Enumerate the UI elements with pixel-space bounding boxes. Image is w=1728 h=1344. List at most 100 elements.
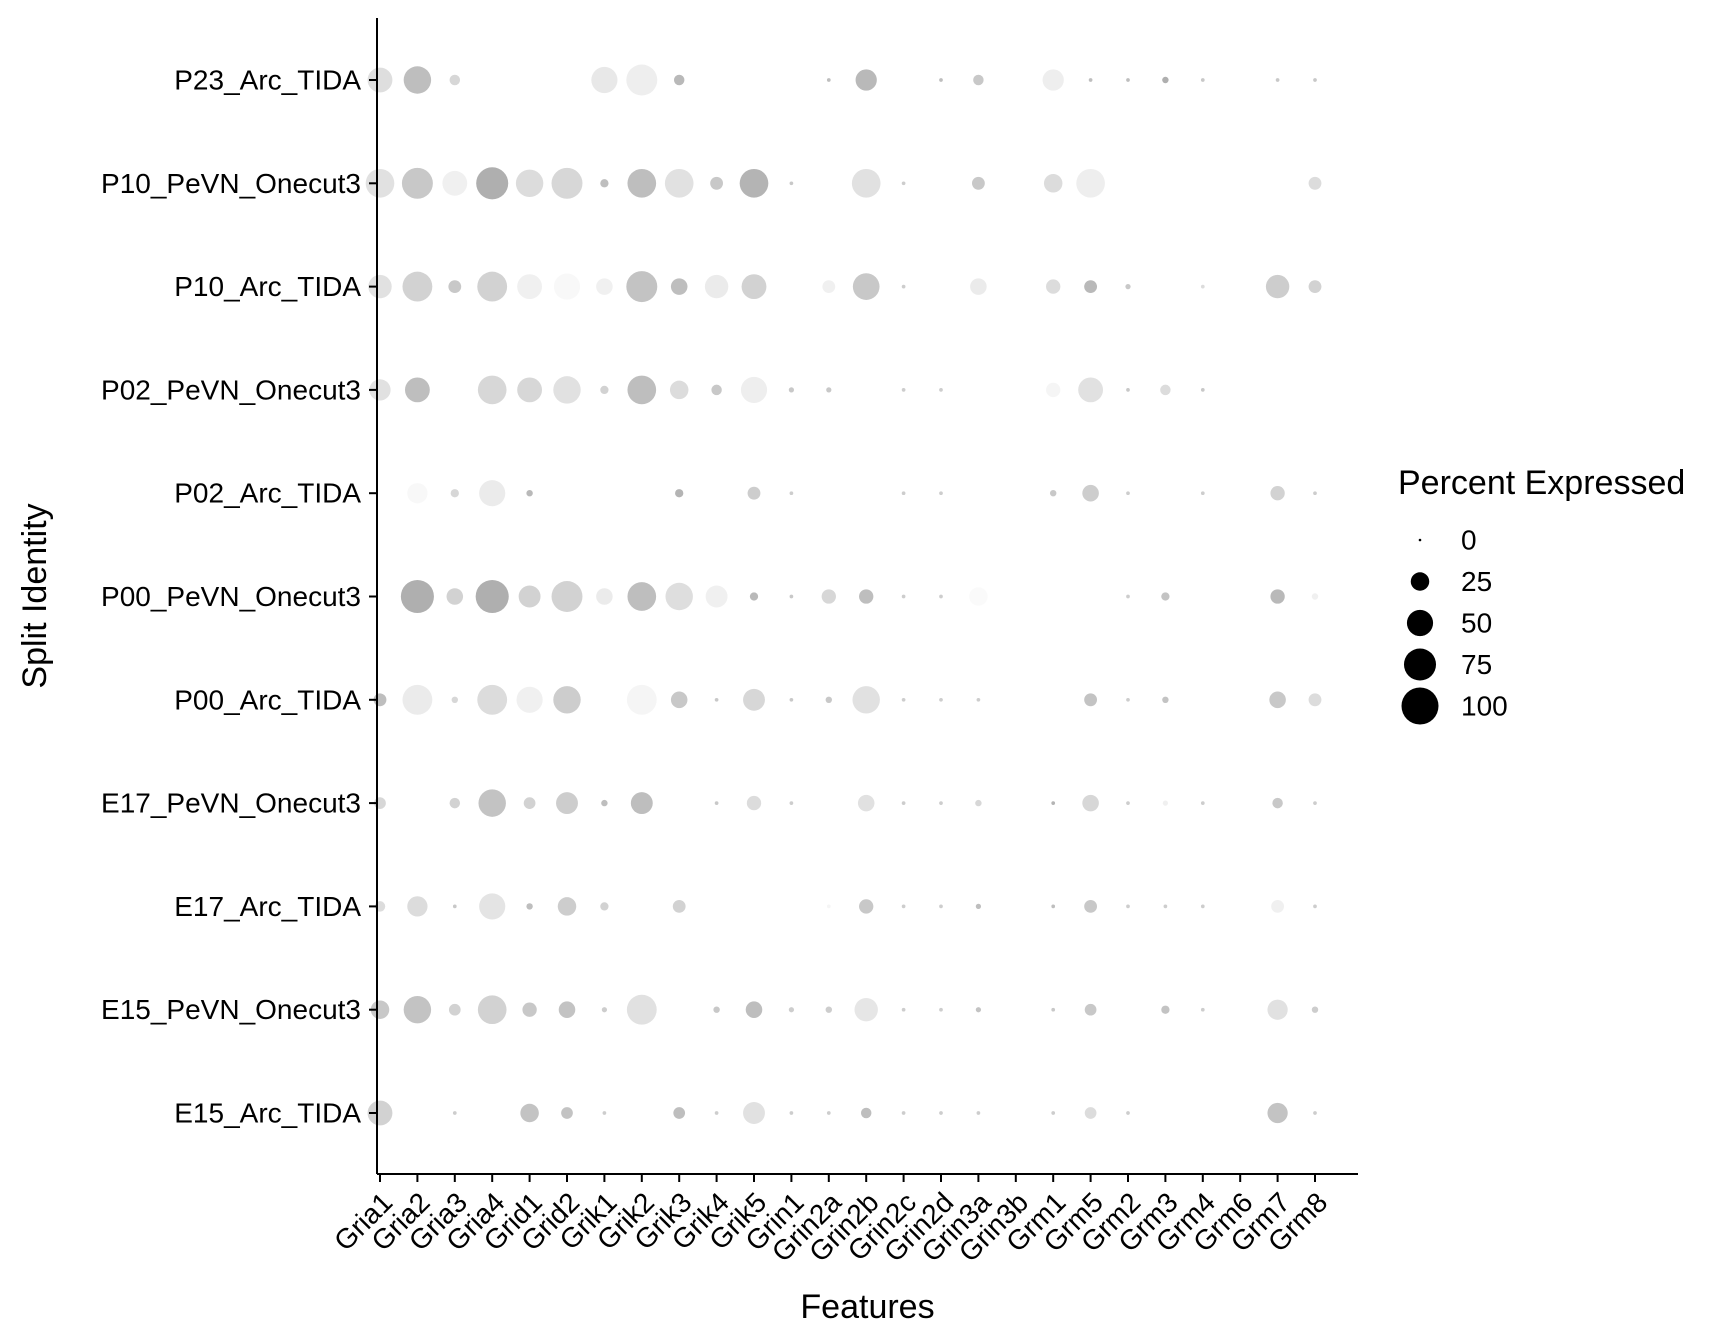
dot-E15_Arc_TIDA-Grik5 — [743, 1102, 765, 1124]
dot-E17_Arc_TIDA-Grik1 — [600, 902, 609, 911]
dot-E15_PeVN_Onecut3-Grid1 — [522, 1002, 537, 1017]
dot-P02_PeVN_Onecut3-Grik5 — [740, 376, 768, 403]
dot-P02_Arc_TIDA-Grm7 — [1270, 486, 1285, 501]
dot-P00_Arc_TIDA-Grin2a — [825, 696, 833, 704]
dot-P00_Arc_TIDA-Grik3 — [670, 691, 688, 709]
dot-P23_Arc_TIDA-Grin2b — [855, 69, 877, 91]
legend-dot-100 — [1401, 687, 1439, 725]
dot-P02_PeVN_Onecut3-Gria4 — [477, 375, 507, 405]
dot-P10_Arc_TIDA-Grm1 — [1046, 279, 1061, 294]
y-tick-label: E15_PeVN_Onecut3 — [101, 994, 361, 1025]
dot-E17_Arc_TIDA-Grik3 — [672, 899, 686, 913]
dot-E17_PeVN_Onecut3-Gria3 — [449, 797, 461, 809]
dot-P02_Arc_TIDA-Gria4 — [479, 480, 506, 507]
dot-E15_PeVN_Onecut3-Grin2b — [854, 997, 878, 1022]
dot-P00_Arc_TIDA-Grm8 — [1308, 693, 1322, 707]
dot-E17_Arc_TIDA-Grin3a — [975, 903, 982, 910]
dot-E15_PeVN_Onecut3-Grik4 — [713, 1006, 720, 1013]
dot-E17_Arc_TIDA-Grin2b — [859, 899, 874, 914]
dot-E17_Arc_TIDA-Grm4 — [1200, 904, 1205, 909]
dot-E15_PeVN_Onecut3-Grm1 — [1051, 1007, 1056, 1012]
dot-P23_Arc_TIDA-Grin3a — [973, 74, 984, 86]
dot-E15_Arc_TIDA-Grin3a — [976, 1111, 981, 1115]
dot-P00_PeVN_Onecut3-Grin2d — [939, 594, 943, 599]
y-tick-label: P10_PeVN_Onecut3 — [101, 168, 361, 199]
dot-P10_PeVN_Onecut3-Gria2 — [401, 167, 433, 199]
dot-P02_PeVN_Onecut3-Grin1 — [788, 387, 795, 393]
dot-P00_PeVN_Onecut3-Grik3 — [665, 582, 693, 611]
dot-P10_Arc_TIDA-Grik3 — [670, 278, 688, 295]
dot-P10_Arc_TIDA-Grm2 — [1125, 283, 1131, 290]
dot-E15_PeVN_Onecut3-Grin2c — [901, 1007, 906, 1012]
dot-P10_Arc_TIDA-Grin2c — [901, 284, 906, 289]
dot-P02_PeVN_Onecut3-Grm5 — [1078, 377, 1104, 403]
dot-E17_Arc_TIDA-Grin2d — [939, 904, 943, 909]
dot-P00_PeVN_Onecut3-Gria3 — [446, 588, 464, 605]
dot-P00_PeVN_Onecut3-Grm3 — [1161, 592, 1170, 601]
dot-E17_PeVN_Onecut3-Grin2c — [901, 801, 906, 805]
legend-label: 25 — [1461, 566, 1492, 597]
dot-P00_PeVN_Onecut3-Grid1 — [518, 585, 541, 608]
dot-E15_PeVN_Onecut3-Gria4 — [477, 995, 507, 1025]
dot-P00_Arc_TIDA-Grin1 — [789, 697, 794, 702]
dot-P00_PeVN_Onecut3-Gria2 — [400, 579, 434, 614]
y-tick-label: P00_PeVN_Onecut3 — [101, 581, 361, 612]
dot-P02_PeVN_Onecut3-Gria2 — [404, 377, 430, 403]
dot-E17_PeVN_Onecut3-Grik5 — [746, 795, 762, 811]
dot-E17_PeVN_Onecut3-Grik2 — [630, 792, 653, 815]
dot-E15_PeVN_Onecut3-Grik2 — [626, 994, 657, 1025]
y-tick-label: P02_PeVN_Onecut3 — [101, 374, 361, 405]
dot-P23_Arc_TIDA-Grm2 — [1126, 78, 1130, 82]
dot-P10_PeVN_Onecut3-Grid2 — [551, 167, 583, 199]
dot-P10_PeVN_Onecut3-Grik1 — [600, 179, 609, 188]
dot-E17_Arc_TIDA-Grm8 — [1313, 904, 1317, 909]
dot-P00_PeVN_Onecut3-Grik1 — [596, 588, 613, 605]
y-tick-label: P23_Arc_TIDA — [174, 65, 361, 96]
dot-E17_PeVN_Onecut3-Grm1 — [1051, 801, 1056, 805]
dot-E15_Arc_TIDA-Grin2d — [939, 1111, 943, 1115]
dot-P02_PeVN_Onecut3-Grin2d — [939, 388, 943, 392]
dot-P00_PeVN_Onecut3-Grid2 — [551, 581, 583, 612]
dot-P10_PeVN_Onecut3-Grin1 — [789, 181, 794, 186]
dot-E15_Arc_TIDA-Grik4 — [714, 1111, 719, 1115]
dot-E15_PeVN_Onecut3-Grm3 — [1161, 1005, 1170, 1014]
legend-label: 75 — [1461, 649, 1492, 680]
dot-P02_Arc_TIDA-Grin2d — [939, 491, 943, 496]
dot-E15_PeVN_Onecut3-Gria1 — [370, 1000, 390, 1019]
dot-E17_PeVN_Onecut3-Grm5 — [1082, 794, 1099, 812]
dot-P10_Arc_TIDA-Grm4 — [1200, 284, 1205, 289]
dot-P10_Arc_TIDA-Grik2 — [626, 271, 658, 303]
dot-E17_Arc_TIDA-Grm7 — [1271, 899, 1285, 913]
dot-P00_PeVN_Onecut3-Grin2b — [859, 589, 874, 604]
dot-E17_Arc_TIDA-Grm2 — [1126, 904, 1130, 909]
dot-E17_PeVN_Onecut3-Grm2 — [1126, 801, 1130, 805]
dot-E17_PeVN_Onecut3-Gria4 — [478, 789, 506, 817]
dot-E17_PeVN_Onecut3-Grid1 — [523, 797, 536, 809]
dot-E15_Arc_TIDA-Grm7 — [1267, 1102, 1288, 1124]
dot-P10_Arc_TIDA-Grid2 — [553, 273, 581, 300]
legend-dot-25 — [1410, 572, 1430, 591]
legend-label: 50 — [1461, 608, 1492, 639]
dot-P02_PeVN_Onecut3-Grik2 — [627, 375, 657, 405]
dot-E15_PeVN_Onecut3-Gria2 — [403, 995, 432, 1024]
dot-P10_PeVN_Onecut3-Grik2 — [627, 168, 657, 198]
dot-P10_PeVN_Onecut3-Grik3 — [664, 168, 694, 198]
dot-E17_PeVN_Onecut3-Grik1 — [601, 799, 608, 807]
dot-E15_PeVN_Onecut3-Grin2d — [939, 1007, 943, 1012]
dot-P00_Arc_TIDA-Grm5 — [1084, 693, 1098, 707]
dot-P23_Arc_TIDA-Grik1 — [591, 66, 618, 94]
dot-P02_Arc_TIDA-Grik3 — [675, 489, 684, 498]
dot-E17_PeVN_Onecut3-Grin3a — [975, 799, 982, 807]
dot-P10_PeVN_Onecut3-Gria1 — [365, 168, 395, 198]
x-axis-title: Features — [800, 1288, 934, 1326]
dot-P02_PeVN_Onecut3-Grik4 — [711, 384, 722, 396]
y-tick-label: P00_Arc_TIDA — [174, 684, 361, 715]
dot-P02_PeVN_Onecut3-Grm4 — [1200, 388, 1205, 392]
y-tick-label: E17_Arc_TIDA — [174, 891, 361, 922]
dot-P10_PeVN_Onecut3-Grm8 — [1308, 176, 1322, 190]
dot-P00_Arc_TIDA-Grin3a — [976, 697, 981, 702]
dot-P10_PeVN_Onecut3-Grin2b — [851, 168, 881, 198]
dot-P10_Arc_TIDA-Grid1 — [517, 274, 543, 300]
dot-E15_PeVN_Onecut3-Grik5 — [745, 1001, 763, 1018]
dot-P10_Arc_TIDA-Gria4 — [477, 271, 508, 302]
